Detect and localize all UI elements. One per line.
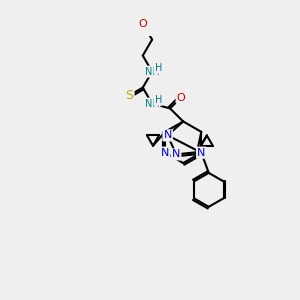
Text: N: N [164, 130, 172, 140]
Text: N: N [197, 148, 206, 158]
Text: H: H [154, 95, 162, 105]
Text: S: S [125, 89, 134, 102]
Text: O: O [138, 19, 147, 28]
Text: N: N [161, 148, 169, 158]
Text: O: O [177, 92, 185, 103]
Text: NH: NH [145, 67, 160, 76]
Text: NH: NH [145, 99, 160, 109]
Text: N: N [172, 149, 180, 159]
Text: H: H [154, 63, 162, 73]
